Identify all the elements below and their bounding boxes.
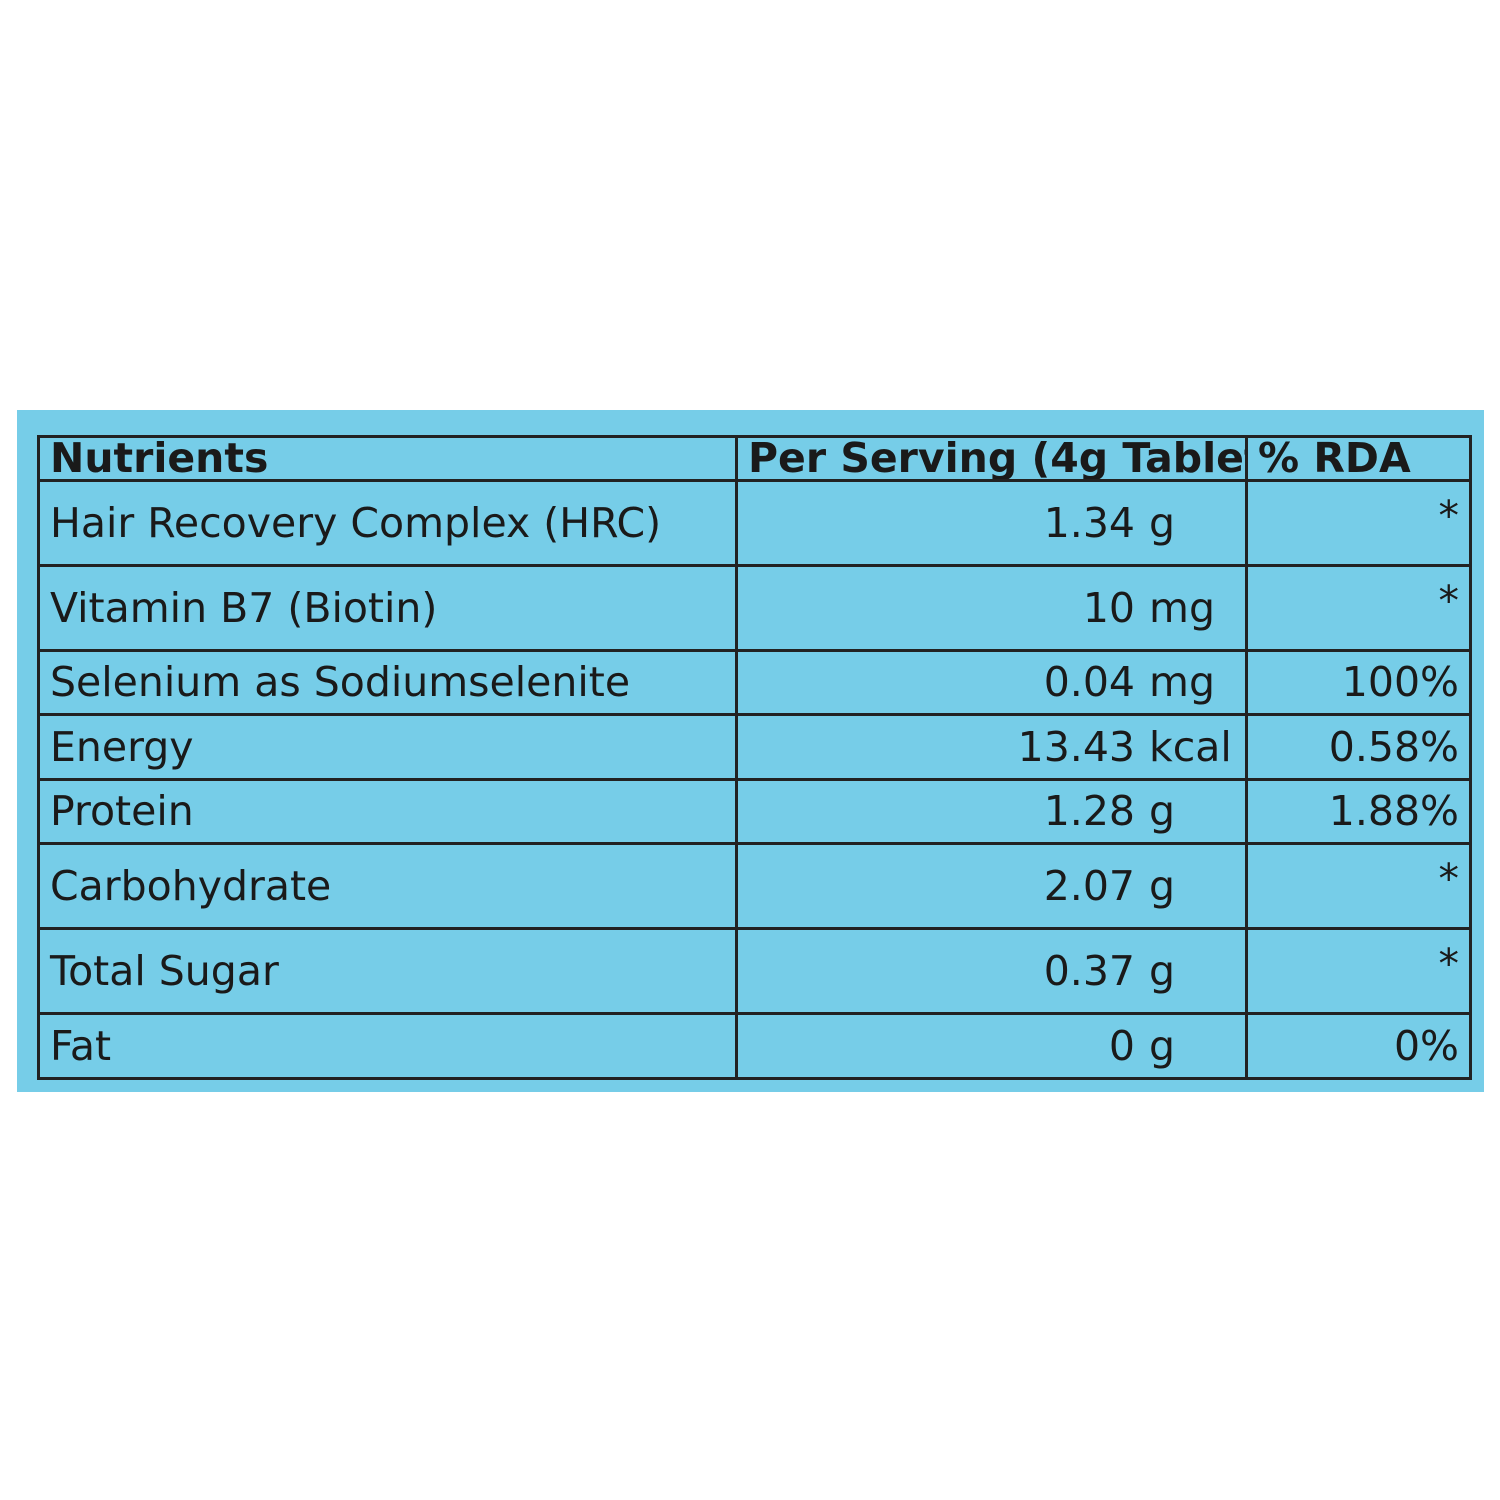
table-row: Carbohydrate 2.07 g * (37, 842, 1472, 931)
rda-value: 0% (1245, 1012, 1472, 1080)
nutrient-name: Selenium as Sodiumselenite (37, 648, 738, 717)
nutrient-name: Carbohydrate (37, 842, 738, 931)
nutrient-name: Energy (37, 713, 738, 781)
rda-value: 1.88% (1245, 777, 1472, 846)
per-serving-amount: 0 (1108, 1021, 1135, 1070)
table-body: Hair Recovery Complex (HRC) 1.34 g * Vitamin… (37, 479, 1472, 1080)
table-row: Hair Recovery Complex (HRC) 1.34 g * (37, 479, 1472, 567)
per-serving-cell: 0.04 mg (735, 648, 1248, 717)
table-row: Energy 13.43 kcal 0.58% (37, 713, 1472, 781)
nutrient-name: Protein (37, 777, 738, 846)
rda-value: 100% (1245, 648, 1472, 717)
per-serving-cell: 10 mg (735, 564, 1248, 652)
per-serving-amount: 1.34 (1043, 498, 1135, 547)
nutrient-name: Vitamin B7 (Biotin) (37, 564, 738, 652)
rda-value: * (1245, 927, 1472, 1016)
per-serving-unit: g (1149, 787, 1176, 836)
nutrient-name: Total Sugar (37, 927, 738, 1016)
table-row: Vitamin B7 (Biotin) 10 mg * (37, 564, 1472, 652)
table-row: Total Sugar 0.37 g * (37, 927, 1472, 1016)
per-serving-unit: mg (1149, 658, 1215, 707)
nutrient-name: Fat (37, 1012, 738, 1080)
per-serving-cell: 1.34 g (735, 479, 1248, 567)
per-serving-amount: 10 (1082, 583, 1135, 632)
per-serving-amount: 13.43 (1017, 722, 1135, 771)
per-serving-unit: g (1149, 946, 1176, 995)
per-serving-cell: 1.28 g (735, 777, 1248, 846)
per-serving-cell: 0.37 g (735, 927, 1248, 1016)
header-per-serving: Per Serving (4g Tablet) (735, 435, 1248, 482)
per-serving-amount: 2.07 (1043, 861, 1135, 910)
header-rda: % RDA (1245, 435, 1472, 482)
nutrient-name: Hair Recovery Complex (HRC) (37, 479, 738, 567)
per-serving-unit: g (1149, 498, 1176, 547)
per-serving-cell: 13.43 kcal (735, 713, 1248, 781)
rda-value: 0.58% (1245, 713, 1472, 781)
table-row: Selenium as Sodiumselenite 0.04 mg 100% (37, 648, 1472, 717)
table-row: Protein 1.28 g 1.88% (37, 777, 1472, 846)
per-serving-unit: g (1149, 1021, 1176, 1070)
per-serving-amount: 0.04 (1043, 658, 1135, 707)
nutrition-table: Nutrients Per Serving (4g Tablet) % RDA … (37, 435, 1472, 1080)
rda-value: * (1245, 842, 1472, 931)
per-serving-cell: 2.07 g (735, 842, 1248, 931)
per-serving-unit: g (1149, 861, 1176, 910)
header-nutrients: Nutrients (37, 435, 738, 482)
table-header-row: Nutrients Per Serving (4g Tablet) % RDA (37, 435, 1472, 482)
rda-value: * (1245, 564, 1472, 652)
rda-value: * (1245, 479, 1472, 567)
per-serving-amount: 0.37 (1043, 946, 1135, 995)
table-row: Fat 0 g 0% (37, 1012, 1472, 1080)
per-serving-unit: mg (1149, 583, 1215, 632)
per-serving-unit: kcal (1149, 722, 1232, 771)
per-serving-amount: 1.28 (1043, 787, 1135, 836)
